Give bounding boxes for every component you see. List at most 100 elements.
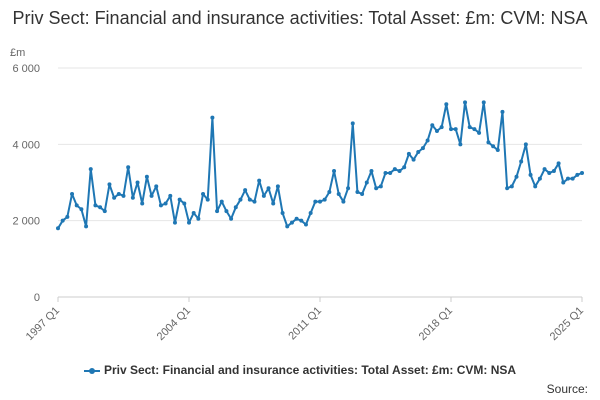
data-point [416,149,421,154]
data-point [116,191,121,196]
data-point [364,180,369,185]
data-point [243,188,248,193]
data-point [172,220,177,225]
data-point [79,207,84,212]
data-point [430,123,435,128]
data-point [519,159,524,164]
data-point [481,100,486,105]
data-point [140,201,145,206]
data-point [332,169,337,174]
data-point [65,214,70,219]
legend-label: Priv Sect: Financial and insurance activ… [103,363,517,377]
data-point [177,197,182,202]
data-point [318,199,322,204]
data-point [542,167,547,172]
data-point [84,224,89,229]
data-point [575,172,580,177]
data-point [238,197,243,202]
data-point [477,130,482,135]
data-point [271,201,276,206]
data-point [130,195,135,200]
data-point [561,180,566,185]
data-point [60,218,65,223]
data-point [383,170,388,175]
data-point [98,205,103,210]
data-point [439,125,444,130]
data-point [322,197,327,202]
y-tick-label: 2 000 [12,216,40,228]
data-point [402,165,407,170]
data-point [565,176,570,181]
data-point [252,199,257,204]
data-point [533,184,538,189]
y-tick-label: 6 000 [12,63,40,75]
series-line [57,101,583,229]
data-point [168,193,173,198]
data-point [528,172,533,177]
data-point [219,199,224,204]
data-point [201,191,206,196]
data-point [56,226,60,231]
data-point [93,203,98,208]
y-axis-unit-label: £m [10,47,26,59]
data-point [191,211,196,216]
data-point [247,197,252,202]
data-point [346,186,351,191]
data-point [107,182,112,187]
data-point [411,157,416,162]
data-point [570,176,575,181]
data-point [154,184,159,189]
data-point [463,100,468,105]
data-point [336,191,341,196]
data-point [467,125,472,130]
data-point [327,190,332,195]
data-point [215,209,220,214]
data-point [299,218,304,223]
data-point [294,216,299,221]
chart-title: Priv Sect: Financial and insurance activ… [12,8,588,28]
data-point [458,142,463,147]
data-point [425,138,430,143]
data-point [360,191,365,196]
data-point [355,190,360,195]
x-tick-label: 2011 Q1 [286,305,324,343]
y-tick-label: 4 000 [12,139,40,151]
data-point [308,211,313,216]
data-point [495,148,500,153]
data-point [505,186,510,191]
data-point [126,165,131,170]
data-point [551,169,556,174]
data-point [303,222,308,227]
data-point [500,109,505,114]
data-point [285,224,290,229]
data-point [491,144,496,149]
data-point [229,216,234,221]
data-point [514,174,519,179]
data-point [434,128,439,133]
data-point [486,140,491,145]
legend[interactable]: Priv Sect: Financial and insurance activ… [0,363,600,377]
x-tick-label: 1997 Q1 [24,305,62,343]
data-point [224,209,229,214]
source-label: Source: [546,382,588,396]
data-point [449,127,453,132]
data-point [580,170,584,175]
data-point [196,216,201,221]
data-point [158,203,163,208]
data-point [406,151,411,156]
data-point [102,209,107,214]
data-point [205,197,210,202]
data-point [509,184,514,189]
data-point [149,193,154,198]
data-point [233,205,238,210]
data-point [313,199,318,204]
data-point [266,186,271,191]
data-point [374,186,379,191]
data-point [392,167,397,172]
x-tick-label: 2004 Q1 [155,305,193,343]
data-point [453,127,458,132]
legend-swatch [83,366,100,376]
data-point [257,178,262,183]
data-point [397,169,402,174]
